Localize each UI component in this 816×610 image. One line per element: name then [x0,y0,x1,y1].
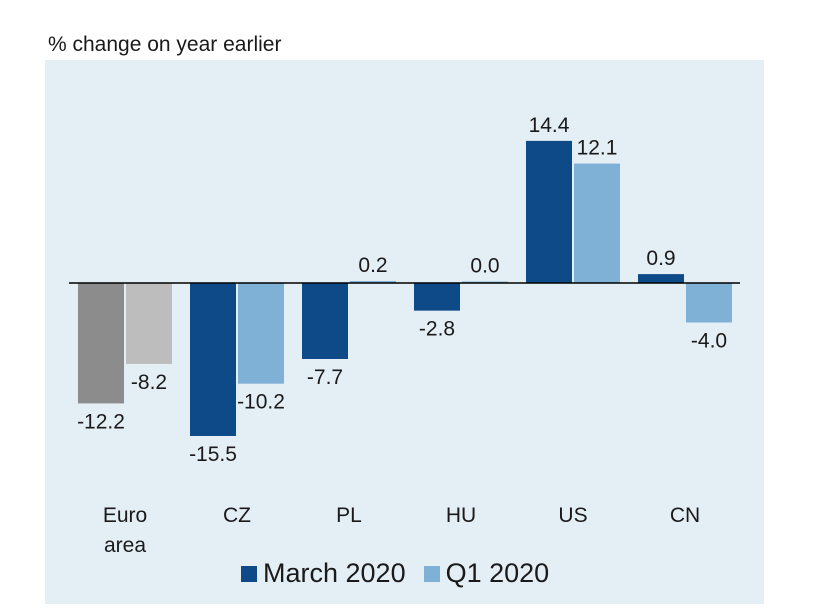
bar-q1-2020-4 [574,163,620,283]
data-label-q1-2020-4: 12.1 [577,137,618,160]
legend-item-march-2020: March 2020 [241,558,406,589]
bar-q1-2020-0 [126,283,172,364]
legend-item-q1-2020: Q1 2020 [423,558,550,589]
category-label-4-0: US [558,504,587,527]
bar-march-2020-4 [526,140,572,283]
data-label-march-2020-0: -12.2 [77,410,125,433]
data-label-march-2020-1: -15.5 [189,443,237,466]
category-label-0-1: area [104,534,146,557]
y-axis-title: % change on year earlier [48,33,282,56]
data-label-march-2020-4: 14.4 [529,114,570,137]
legend-swatch-march-2020 [241,565,257,582]
legend: March 2020 Q1 2020 [241,558,567,589]
bar-march-2020-1 [190,283,236,436]
legend-label-q1-2020: Q1 2020 [445,558,550,588]
category-label-3-0: HU [446,504,476,527]
category-label-5-0: CN [670,504,700,527]
data-label-q1-2020-1: -10.2 [237,391,285,414]
category-label-0-0: Euro [103,504,147,527]
data-label-march-2020-5: 0.9 [646,247,675,270]
legend-label-march-2020: March 2020 [263,558,406,588]
bar-q1-2020-5 [686,283,732,323]
data-label-q1-2020-3: 0.0 [470,255,499,278]
legend-swatch-q1-2020 [423,565,440,582]
bar-march-2020-3 [414,283,460,311]
bar-q1-2020-1 [238,283,284,384]
bar-march-2020-0 [78,283,124,404]
data-label-q1-2020-0: -8.2 [131,371,167,394]
bar-march-2020-5 [638,274,684,283]
data-label-q1-2020-5: -4.0 [691,329,727,352]
data-label-q1-2020-2: 0.2 [358,254,387,277]
bar-q1-2020-2 [350,281,396,283]
category-label-1-0: CZ [223,504,251,527]
data-label-march-2020-2: -7.7 [307,366,343,389]
bar-march-2020-2 [302,283,348,359]
data-label-march-2020-3: -2.8 [419,318,455,341]
category-label-2-0: PL [336,504,362,527]
